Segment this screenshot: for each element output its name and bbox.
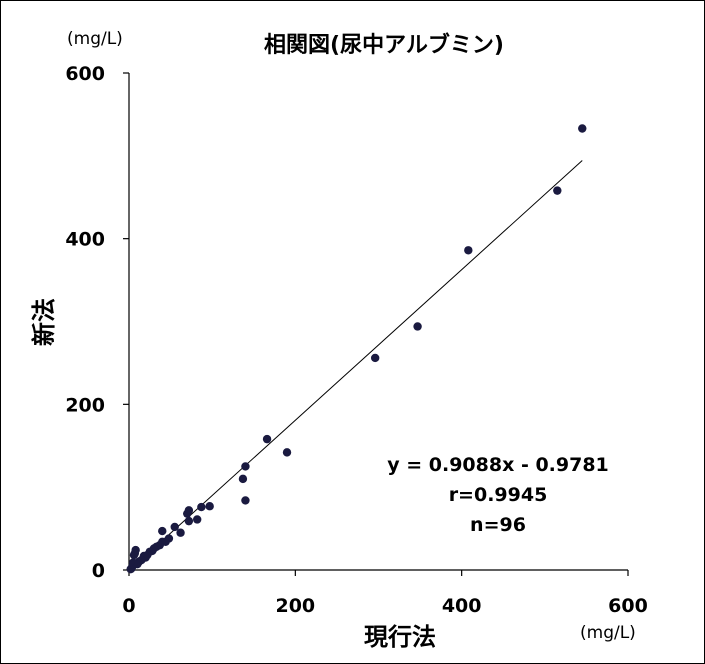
y-tick-label: 0 — [92, 560, 105, 582]
data-point — [197, 502, 206, 512]
chart-title: 相関図(尿中アルブミン) — [264, 32, 504, 58]
data-point — [282, 448, 292, 457]
data-point — [238, 474, 248, 484]
regression-line-group — [132, 160, 583, 568]
x-tick-label: 200 — [275, 595, 315, 617]
data-point — [176, 528, 185, 537]
correlation-coefficient: r=0.9945 — [449, 484, 548, 506]
data-point — [192, 515, 202, 524]
data-point — [129, 550, 139, 560]
y-tick-label: 400 — [65, 229, 105, 251]
data-point — [241, 462, 250, 471]
data-point — [126, 564, 135, 574]
x-tick-label: 0 — [122, 595, 135, 617]
y-tick-label: 600 — [65, 63, 105, 85]
data-point — [553, 186, 562, 195]
data-points — [126, 124, 587, 574]
x-axis-title: 現行法 — [364, 623, 436, 651]
data-point — [413, 322, 422, 331]
data-point — [170, 522, 179, 532]
data-point — [464, 246, 473, 255]
sample-count: n=96 — [470, 514, 526, 536]
x-tick-label: 400 — [442, 595, 482, 617]
regression-annotation: y = 0.9088x - 0.9781 r=0.9945 n=96 — [387, 454, 609, 536]
data-point — [205, 502, 214, 511]
data-point — [184, 516, 194, 526]
regression-equation: y = 0.9088x - 0.9781 — [387, 454, 609, 476]
regression-line — [132, 160, 583, 568]
data-point — [183, 509, 192, 518]
y-unit-label: (mg/L) — [67, 29, 123, 49]
axis-ticks: 0 200 400 600 0 200 400 600 — [65, 63, 648, 617]
y-axis-title: 新法 — [30, 298, 58, 346]
data-point — [158, 526, 167, 536]
data-point — [578, 124, 587, 133]
y-tick-label: 200 — [65, 394, 105, 416]
x-tick-label: 600 — [608, 595, 648, 617]
data-point — [262, 434, 272, 444]
data-point — [241, 496, 250, 505]
data-point — [370, 353, 380, 363]
x-unit-label: (mg/L) — [580, 623, 636, 643]
